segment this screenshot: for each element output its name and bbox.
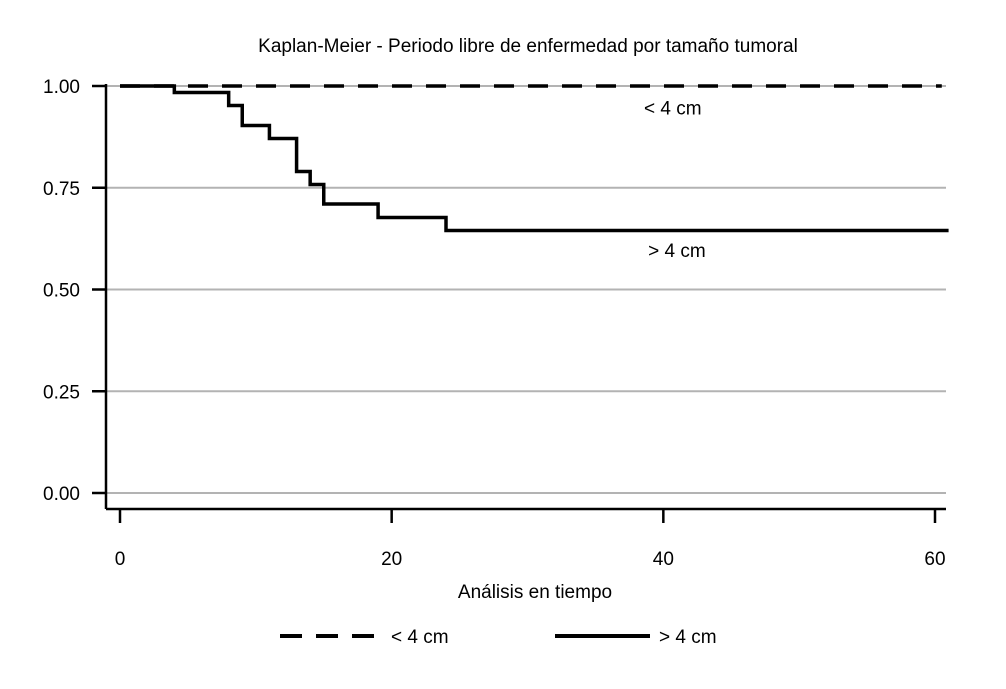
legend-label-gt4: > 4 cm [659,627,717,648]
y-axis-ticks: 0.00 0.25 0.50 0.75 1.00 [43,77,106,505]
x-tick-label: 20 [381,549,402,570]
y-tick-label: 0.75 [43,179,80,200]
series-line-gt4 [120,84,949,233]
x-axis-label: Análisis en tiempo [458,582,612,603]
axes [104,84,946,511]
y-tick-label: 0.25 [43,382,80,403]
grid-lines [106,85,946,494]
survival-curves [120,84,949,233]
chart-title: Kaplan-Meier - Periodo libre de enfermed… [258,36,798,57]
legend: < 4 cm > 4 cm [280,627,717,648]
x-axis-ticks: 0 20 40 60 [115,509,946,570]
y-tick-label: 1.00 [43,77,80,98]
x-tick-label: 60 [924,549,945,570]
curve-annotations: < 4 cm > 4 cm [644,98,706,261]
y-tick-label: 0.50 [43,281,80,302]
x-tick-label: 0 [115,549,126,570]
x-tick-label: 40 [653,549,674,570]
annotation-gt4: > 4 cm [648,241,706,262]
annotation-lt4: < 4 cm [644,98,702,119]
legend-label-lt4: < 4 cm [391,627,449,648]
y-tick-label: 0.00 [43,484,80,505]
